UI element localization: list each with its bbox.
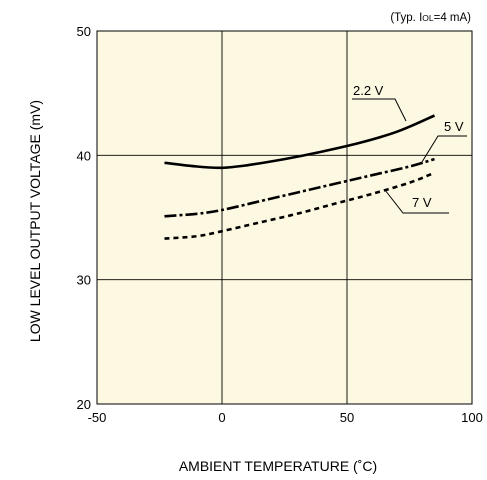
annotation-subscript: OL (422, 13, 434, 23)
y-axis-title: LOW LEVEL OUTPUT VOLTAGE (mV) (27, 100, 43, 342)
series-line (164, 114, 436, 170)
annotation-note: (Typ. IOL=4 mA) (390, 12, 471, 24)
series-lines (164, 114, 436, 240)
y-tick-label: 20 (77, 397, 91, 412)
y-tick-label: 40 (77, 148, 91, 163)
plot-border (96, 30, 473, 405)
series-leader-line (352, 98, 407, 122)
x-tick-label: 0 (218, 410, 225, 425)
series-label: 5 V (444, 119, 464, 134)
grid-lines (97, 31, 472, 404)
series-leader-line (421, 135, 467, 163)
x-tick-label: 100 (461, 410, 483, 425)
series-leader-line (384, 189, 449, 214)
tick-labels: -50 0 50 100 20 30 40 50 (77, 24, 483, 425)
series-labels: 2.2 V 5 V 7 V (352, 83, 467, 214)
x-tick-label: 50 (340, 410, 354, 425)
plot-background (97, 31, 472, 404)
series-line (164, 171, 435, 240)
x-tick-label: -50 (88, 410, 107, 425)
series-label: 2.2 V (353, 83, 384, 98)
y-tick-label: 30 (77, 273, 91, 288)
series-line (164, 157, 435, 218)
y-tick-label: 50 (77, 24, 91, 39)
series-label: 7 V (412, 195, 432, 210)
x-axis-title: AMBIENT TEMPERATURE (˚C) (179, 458, 377, 474)
